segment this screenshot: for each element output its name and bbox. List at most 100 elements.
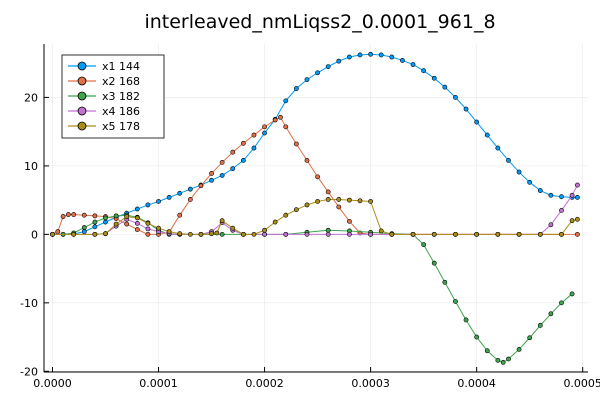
data-point <box>463 317 469 323</box>
data-point <box>230 225 236 231</box>
x-tick-label: 0.0004 <box>457 377 496 390</box>
y-tick-label: -10 <box>20 297 38 310</box>
legend-item: x5 178 <box>68 120 140 133</box>
data-point <box>484 132 490 138</box>
data-point <box>389 54 395 60</box>
data-point <box>156 225 161 231</box>
data-point <box>537 231 543 237</box>
data-point <box>325 227 331 233</box>
data-point <box>336 204 342 210</box>
data-point <box>346 231 352 237</box>
data-point <box>389 231 395 237</box>
data-point <box>575 182 580 188</box>
x-tick-label: 0.0001 <box>139 377 178 390</box>
series-5 <box>50 197 580 237</box>
data-point <box>516 169 522 175</box>
data-point <box>272 117 278 123</box>
data-point <box>506 356 511 362</box>
data-point <box>145 221 151 226</box>
data-point <box>103 219 108 225</box>
data-point <box>442 279 448 285</box>
data-point <box>230 166 236 172</box>
grid <box>44 44 588 372</box>
data-point <box>166 194 172 200</box>
data-point <box>209 177 214 183</box>
data-point <box>251 231 257 237</box>
data-point <box>145 231 151 237</box>
data-point <box>177 231 183 237</box>
data-point <box>325 189 331 195</box>
data-point <box>325 231 331 237</box>
data-point <box>453 231 458 237</box>
data-point <box>548 222 554 228</box>
data-point <box>293 141 299 147</box>
data-point <box>198 183 204 189</box>
data-point <box>219 160 225 165</box>
data-point <box>431 75 437 81</box>
data-point <box>336 197 342 202</box>
data-point <box>198 231 204 237</box>
legend-marker <box>77 91 87 101</box>
data-point <box>431 231 437 237</box>
data-point <box>272 219 278 225</box>
y-tick-label: 20 <box>24 91 38 104</box>
data-point <box>537 188 543 193</box>
data-point <box>516 231 522 237</box>
data-point <box>346 54 352 60</box>
data-point <box>421 242 427 248</box>
data-point <box>103 215 108 221</box>
data-point <box>283 98 289 104</box>
data-point <box>304 231 310 237</box>
legend-item: x1 144 <box>68 60 140 73</box>
data-point <box>166 229 172 235</box>
data-point <box>527 335 533 341</box>
data-point <box>368 231 374 237</box>
x-tick-label: 0.0000 <box>33 377 72 390</box>
data-point <box>495 145 501 151</box>
data-point <box>113 221 119 227</box>
data-point <box>575 216 580 222</box>
data-point <box>304 202 310 208</box>
data-point <box>283 231 289 237</box>
data-point <box>156 199 161 204</box>
legend-marker <box>77 106 87 116</box>
data-point <box>400 58 405 63</box>
series-layer <box>50 51 580 365</box>
data-point <box>378 228 384 234</box>
data-point <box>569 218 575 224</box>
data-point <box>81 229 87 235</box>
data-point <box>484 348 490 354</box>
chart-title: interleaved_nmLiqss2_0.0001_961_8 <box>144 11 495 33</box>
x-tick-label: 0.0005 <box>563 377 600 390</box>
legend: x1 144 x2 168 x3 182 x4 186 x5 178 <box>61 54 165 139</box>
data-point <box>304 158 310 163</box>
data-point <box>209 171 214 176</box>
data-point <box>442 84 448 90</box>
data-point <box>463 106 469 112</box>
data-point <box>495 357 501 363</box>
data-point <box>219 173 225 178</box>
data-point <box>325 197 331 202</box>
tick-labels: 0.0000 0.0001 0.0002 0.0003 0.0004 0.0005 -20 -… <box>20 91 600 390</box>
axes <box>43 44 588 373</box>
legend-label: x3 182 <box>102 90 140 103</box>
data-point <box>219 231 225 237</box>
data-point <box>209 231 214 237</box>
y-tick-label: 10 <box>24 160 38 173</box>
x-tick-label: 0.0002 <box>245 377 284 390</box>
data-point <box>251 145 257 151</box>
data-point <box>453 299 458 304</box>
data-point <box>315 199 320 204</box>
data-point <box>410 231 416 237</box>
data-point <box>145 202 151 208</box>
data-point <box>262 227 267 233</box>
data-point <box>548 192 554 198</box>
data-point <box>500 360 506 365</box>
data-point <box>103 231 108 237</box>
data-point <box>50 231 55 237</box>
data-point <box>293 86 299 91</box>
data-point <box>113 213 119 219</box>
data-point <box>124 221 130 227</box>
legend-label: x2 168 <box>102 75 140 88</box>
legend-item: x4 186 <box>68 105 140 118</box>
